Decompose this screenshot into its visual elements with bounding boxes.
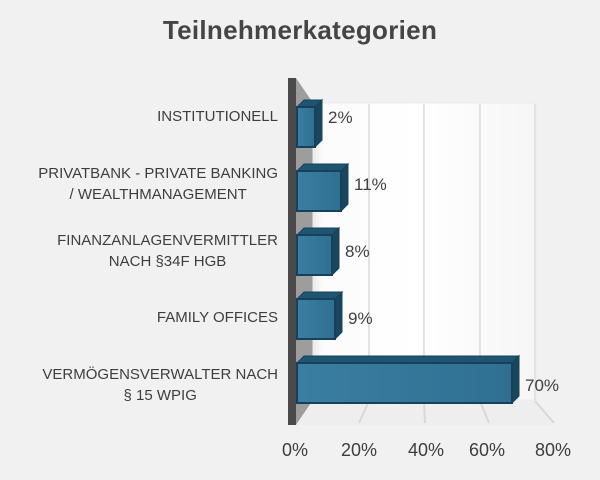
floor-tick-60 <box>479 400 490 424</box>
bar-2 <box>295 226 341 277</box>
bar-value-label: 9% <box>348 309 373 328</box>
category-label-family-offices: FAMILY OFFICES <box>156 309 278 326</box>
x-tick-label-60: 60% <box>468 440 506 460</box>
bar-front-face <box>296 298 336 340</box>
bar-side-face <box>511 354 520 405</box>
bar-0 <box>295 98 324 149</box>
bar-top-face <box>295 291 344 300</box>
bar-front-face <box>296 170 342 212</box>
x-tick-label-80: 80% <box>534 440 572 460</box>
bar-top-face <box>295 355 521 364</box>
bar-3 <box>295 290 344 341</box>
x-tick-label-40: 40% <box>407 440 445 460</box>
bar-value-label: 70% <box>525 376 560 395</box>
gridlines <box>368 104 536 400</box>
category-label-vermoegensverwalter: VERMÖGENSVERWALTER NACH § 15 WPIG <box>42 366 278 404</box>
bar-side-face <box>340 162 349 213</box>
category-label-institutionell: INSTITUTIONELL <box>157 108 278 125</box>
floor-tick-80 <box>534 400 555 424</box>
bars-group <box>295 98 521 405</box>
bar-front-face <box>296 362 513 404</box>
wall-edge <box>288 78 296 425</box>
bar-value-label: 8% <box>345 242 370 261</box>
bar-front-face <box>296 106 316 148</box>
x-tick-label-20: 20% <box>340 440 378 460</box>
category-label-privatbank: PRIVATBANK - PRIVATE BANKING / WEALTHMAN… <box>38 165 278 203</box>
bar-4 <box>295 354 521 405</box>
x-tick-label-0: 0% <box>281 440 308 460</box>
floor-ticks <box>358 400 555 424</box>
bar-1 <box>295 162 350 213</box>
bar-value-label: 2% <box>328 108 353 127</box>
bar-side-face <box>331 226 340 277</box>
chart-title: Teilnehmerkategorien <box>162 15 438 45</box>
bar-top-face <box>295 163 350 172</box>
bar-front-face <box>296 234 333 276</box>
floor-tick-20 <box>358 400 370 424</box>
category-label-finanzanlagenvermittler: FINANZANLAGENVERMITTLER NACH §34F HGB <box>57 232 278 270</box>
floor-tick-40 <box>423 400 426 424</box>
bar-side-face <box>314 98 323 149</box>
bar-side-face <box>334 290 343 341</box>
bar-value-label: 11% <box>354 175 387 194</box>
